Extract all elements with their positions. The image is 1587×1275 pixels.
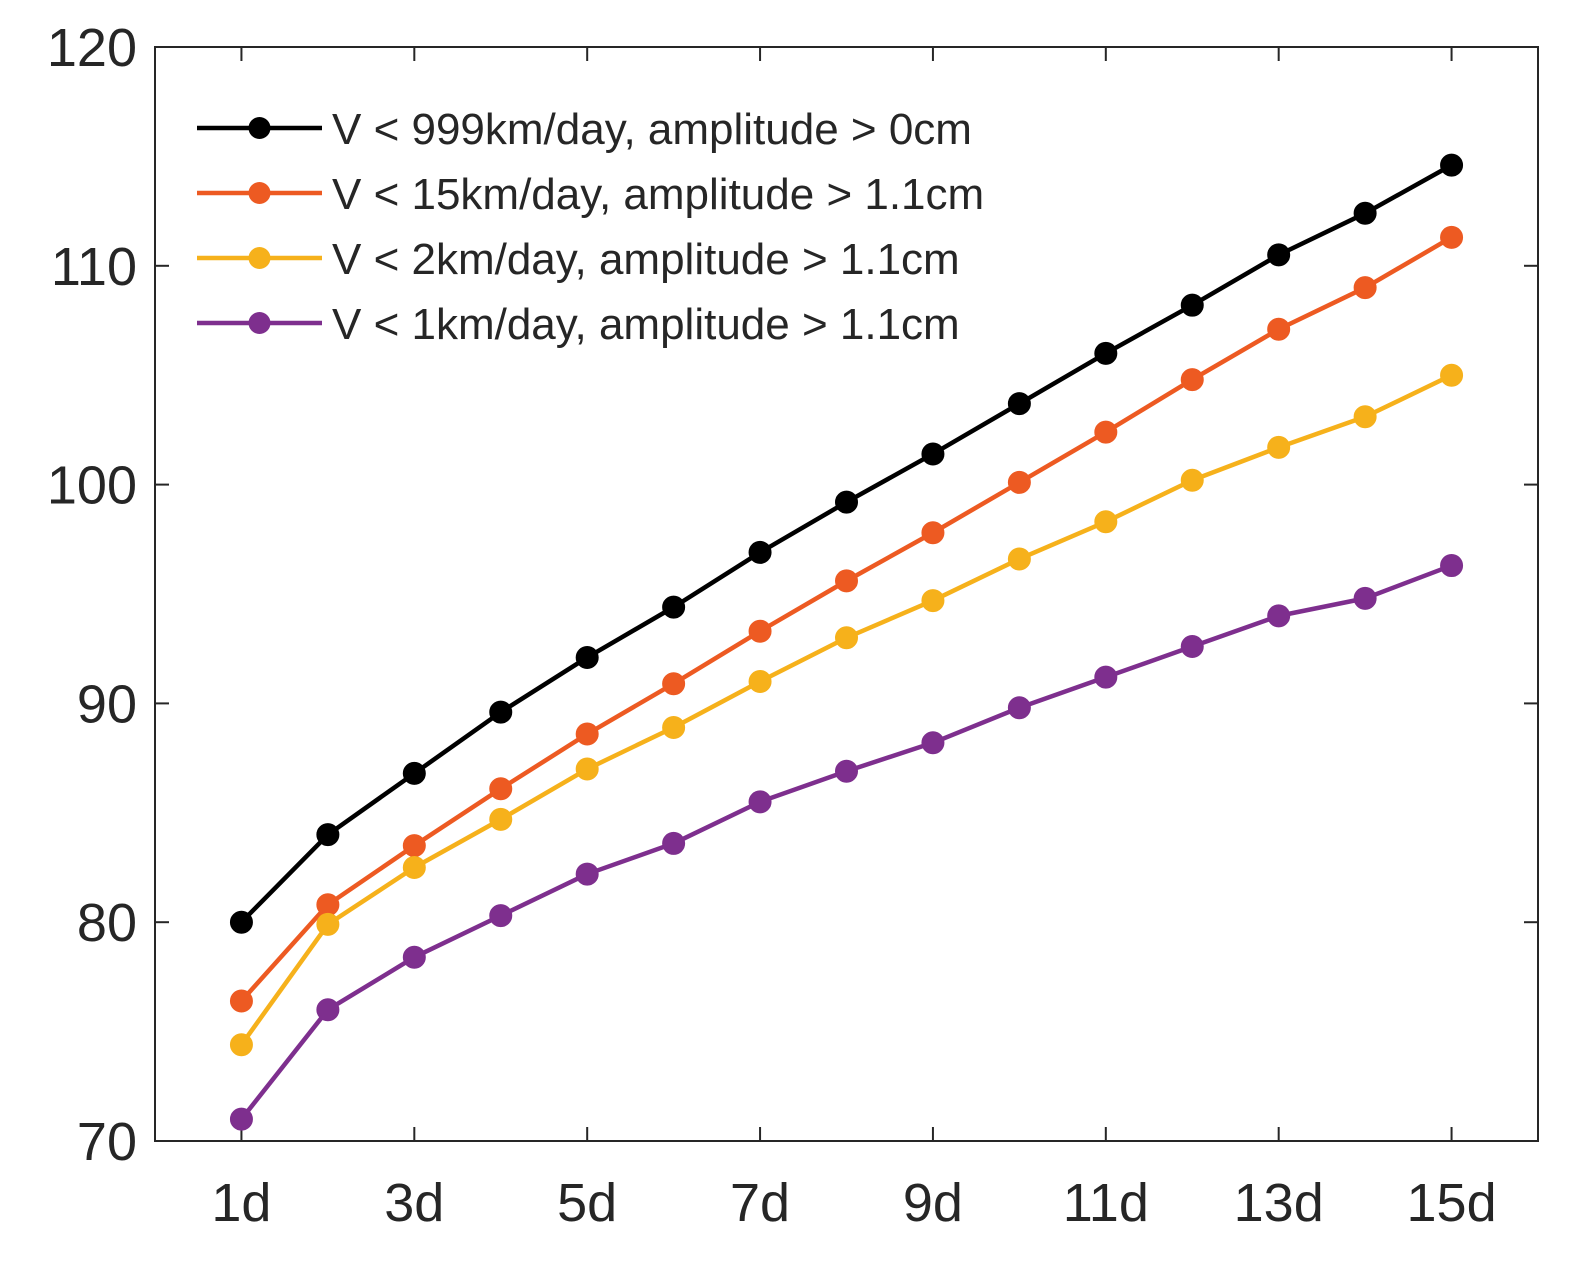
y-tick-label: 100	[47, 456, 137, 516]
data-point	[1180, 368, 1204, 392]
legend-marker-swatch	[248, 117, 271, 139]
data-point	[1007, 547, 1031, 571]
x-tick-label: 11d	[1063, 1173, 1149, 1233]
data-point	[489, 807, 513, 831]
data-point	[489, 904, 513, 928]
data-point	[316, 823, 340, 847]
x-tick-label: 15d	[1407, 1173, 1497, 1233]
series-4	[229, 554, 1464, 1131]
data-point	[402, 834, 426, 858]
series-1	[229, 153, 1464, 934]
y-tick-label: 80	[77, 893, 137, 953]
data-point	[316, 998, 340, 1022]
data-point	[1267, 604, 1291, 628]
data-point	[835, 759, 858, 783]
x-tick-label: 9d	[903, 1173, 963, 1233]
data-point	[316, 893, 340, 917]
data-point	[402, 761, 426, 785]
data-point	[1180, 468, 1204, 492]
data-point	[1094, 510, 1118, 534]
legend-marker-swatch	[248, 247, 271, 269]
data-point	[1440, 554, 1464, 578]
data-point	[1267, 435, 1291, 459]
data-point	[662, 715, 686, 739]
x-tick-label: 1d	[211, 1173, 271, 1233]
legend-entry: V < 15km/day, amplitude > 1.1cm	[197, 170, 984, 219]
legend-entry: V < 2km/day, amplitude > 1.1cm	[197, 235, 960, 284]
y-tick-label: 90	[77, 674, 137, 734]
data-point	[575, 862, 599, 886]
series-2	[229, 225, 1464, 1013]
data-point	[1007, 470, 1031, 494]
data-point	[662, 595, 686, 619]
x-tick-label: 5d	[557, 1173, 617, 1233]
data-point	[748, 790, 772, 814]
data-point	[921, 589, 945, 613]
data-point	[1094, 341, 1118, 365]
legend-entry: V < 1km/day, amplitude > 1.1cm	[197, 300, 960, 349]
data-point	[1440, 363, 1464, 387]
data-point	[748, 619, 772, 643]
data-point	[575, 645, 599, 669]
data-point	[921, 731, 945, 755]
data-point	[921, 521, 945, 545]
x-tick-label: 13d	[1234, 1173, 1324, 1233]
axes: 70 80 90 100 110 120 1d 3d 5d 7d 9d 11d 13d 15d	[47, 18, 1539, 1233]
legend-marker-swatch	[248, 182, 271, 204]
y-tick-label: 70	[77, 1112, 137, 1172]
data-point	[1440, 153, 1464, 177]
data-point	[575, 757, 599, 781]
data-point	[402, 856, 426, 879]
data-point	[748, 540, 772, 564]
data-point	[662, 831, 686, 855]
y-tick-label: 120	[47, 18, 137, 78]
legend-label: V < 15km/day, amplitude > 1.1cm	[332, 170, 984, 219]
legend: V < 999km/day, amplitude > 0cm V < 15km/d…	[197, 105, 984, 349]
data-point	[835, 490, 858, 514]
data-point	[835, 569, 858, 593]
plot-area-frame	[154, 46, 1539, 1142]
data-point	[316, 912, 340, 936]
data-point	[1007, 696, 1031, 720]
legend-label: V < 2km/day, amplitude > 1.1cm	[332, 235, 960, 284]
data-point	[229, 1033, 253, 1057]
data-point	[1094, 420, 1118, 444]
data-point	[1353, 405, 1377, 429]
data-point	[1353, 586, 1377, 610]
data-point	[489, 777, 513, 801]
data-point	[229, 1107, 253, 1131]
data-point	[1267, 317, 1291, 341]
data-point	[662, 672, 686, 696]
legend-label: V < 999km/day, amplitude > 0cm	[332, 105, 972, 154]
data-point	[229, 989, 253, 1013]
data-point	[921, 442, 945, 466]
data-point	[575, 722, 599, 746]
data-point	[835, 626, 858, 650]
x-tick-label: 7d	[730, 1173, 790, 1233]
data-point	[1094, 665, 1118, 689]
data-point	[1353, 201, 1377, 225]
data-point	[1007, 392, 1031, 416]
data-point	[1180, 635, 1204, 659]
data-point	[229, 910, 253, 934]
x-tick-label: 3d	[384, 1173, 444, 1233]
data-point	[1180, 293, 1204, 317]
series-group	[229, 153, 1464, 1131]
data-point	[489, 700, 513, 724]
data-point	[748, 670, 772, 694]
legend-marker-swatch	[248, 312, 271, 334]
data-point	[1440, 225, 1464, 249]
data-point	[402, 945, 426, 969]
data-point	[1267, 243, 1291, 267]
legend-label: V < 1km/day, amplitude > 1.1cm	[332, 300, 960, 349]
series-3	[229, 363, 1464, 1057]
legend-entry: V < 999km/day, amplitude > 0cm	[197, 105, 972, 154]
y-tick-label: 110	[51, 237, 137, 297]
data-point	[1353, 276, 1377, 300]
